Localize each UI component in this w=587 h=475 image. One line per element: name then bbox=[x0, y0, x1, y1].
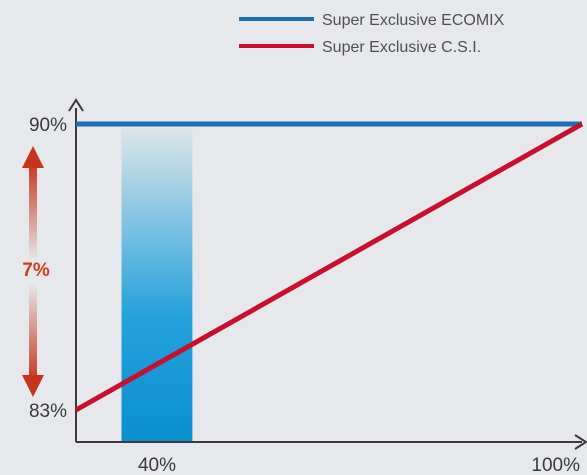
x-tick-label-100: 100% bbox=[531, 455, 580, 475]
delta-arrow bbox=[22, 146, 44, 397]
x-axis-arrowhead bbox=[574, 434, 587, 450]
y-tick-label-bottom: 83% bbox=[29, 401, 67, 422]
delta-label: 7% bbox=[22, 260, 50, 281]
y-axis-arrowhead bbox=[68, 98, 84, 112]
series-line-csi bbox=[74, 121, 584, 413]
legend: Super Exclusive ECOMIX Super Exclusive C… bbox=[239, 12, 505, 56]
legend-label-csi: Super Exclusive C.S.I. bbox=[322, 39, 481, 56]
y-tick-label-top: 90% bbox=[29, 115, 67, 136]
x-tick-label-40: 40% bbox=[138, 455, 176, 475]
highlight-band bbox=[121, 128, 193, 441]
legend-label-ecomix: Super Exclusive ECOMIX bbox=[322, 12, 505, 29]
